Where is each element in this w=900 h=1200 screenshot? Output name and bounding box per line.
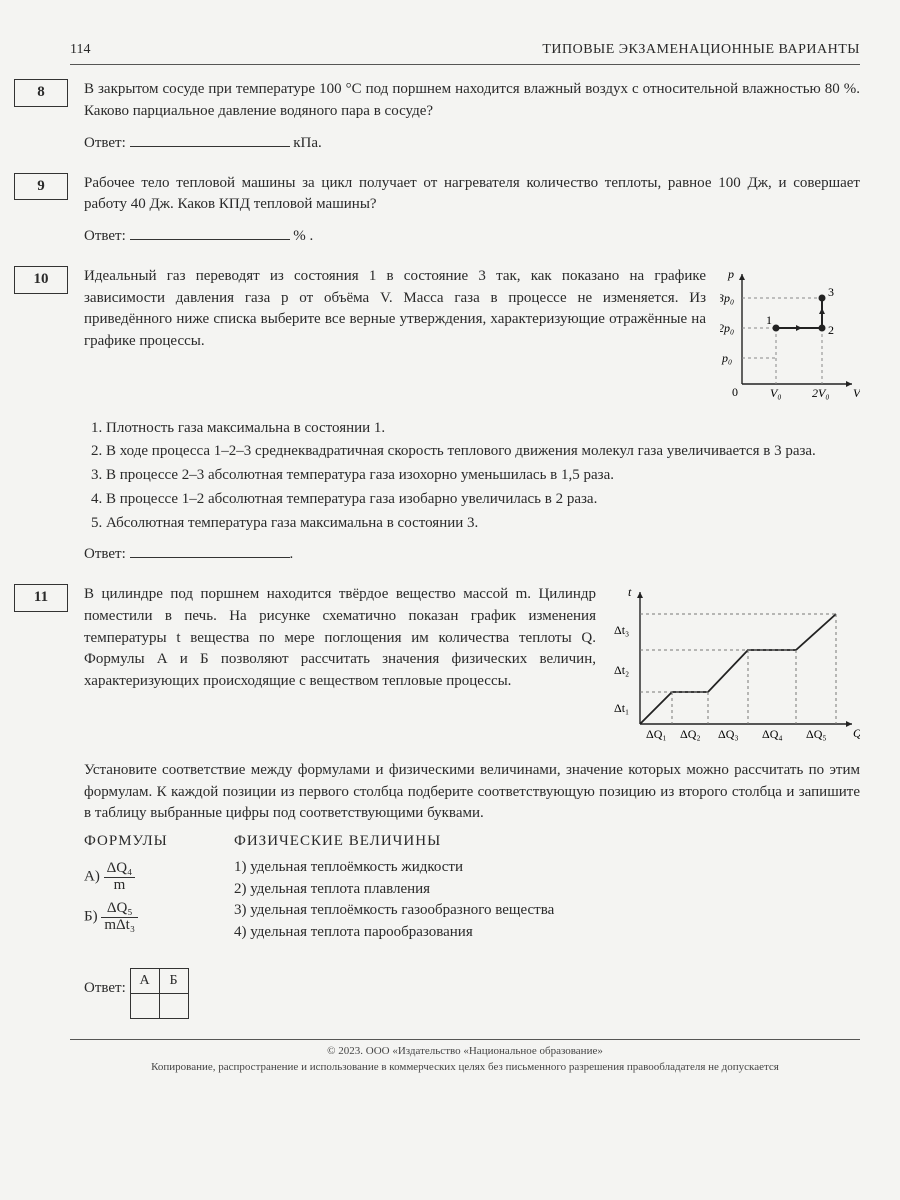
svg-text:V: V (853, 386, 860, 400)
problem-text: Рабочее тело тепловой машины за цикл пол… (84, 173, 860, 217)
problem-9: 9 Рабочее тело тепловой машины за цикл п… (70, 173, 860, 248)
answer-unit: кПа. (293, 135, 322, 151)
svg-text:2p₀: 2p₀ (720, 321, 734, 335)
svg-text:Δt₃: Δt₃ (614, 623, 629, 637)
option-4: В процессе 1–2 абсолютная температура га… (106, 489, 860, 511)
svg-text:p: p (727, 267, 734, 281)
answer-blank[interactable] (130, 224, 290, 240)
answer-line: Ответ: . (84, 542, 860, 566)
answer-line: Ответ: кПа. (84, 131, 860, 155)
answer-label: Ответ: (84, 135, 126, 151)
problem-intro: В цилиндре под поршнем находится твёрдое… (84, 584, 596, 752)
table-cell-a[interactable] (130, 993, 159, 1018)
svg-text:ΔQ₄: ΔQ₄ (762, 727, 783, 741)
problem-body: Идеальный газ переводят из состояния 1 в… (84, 266, 860, 566)
svg-text:V₀: V₀ (770, 386, 782, 400)
quantity-2: 2) удельная теплота плавления (234, 879, 860, 901)
option-5: Абсолютная температура газа максимальна … (106, 513, 860, 535)
problem-intro: Идеальный газ переводят из состояния 1 в… (84, 266, 706, 414)
formula-a-num: ΔQ₄ (104, 861, 136, 878)
problem-11: 11 В цилиндре под поршнем находится твёр… (70, 584, 860, 1019)
quantities-title: ФИЗИЧЕСКИЕ ВЕЛИЧИНЫ (234, 831, 860, 853)
option-1: Плотность газа максимальна в состоянии 1… (106, 418, 860, 440)
option-3: В процессе 2–3 абсолютная температура га… (106, 465, 860, 487)
problem-number: 9 (14, 173, 68, 201)
formula-b-den: mΔt₃ (101, 918, 138, 934)
svg-text:Δt₂: Δt₂ (614, 663, 629, 677)
page: 114 ТИПОВЫЕ ЭКЗАМЕНАЦИОННЫЕ ВАРИАНТЫ 8 В… (0, 0, 900, 1200)
footer-copyright: © 2023. ООО «Издательство «Национальное … (70, 1044, 860, 1060)
formula-b: Б) ΔQ₅ mΔt₃ (84, 901, 204, 934)
problem-10: 1 0 Идеальный газ переводят из состояния … (70, 266, 860, 566)
quantity-1: 1) удельная теплоёмкость жидкости (234, 857, 860, 879)
svg-text:2: 2 (828, 323, 834, 337)
answer-label: Ответ: (84, 546, 126, 562)
answer-unit: % . (293, 228, 313, 244)
svg-text:Δt₁: Δt₁ (614, 701, 629, 715)
table-header-b: Б (159, 968, 188, 993)
section-title: ТИПОВЫЕ ЭКЗАМЕНАЦИОННЫЕ ВАРИАНТЫ (542, 40, 860, 60)
problem-text: В закрытом сосуде при температуре 100 °C… (84, 79, 860, 123)
problem-body: В цилиндре под поршнем находится твёрдое… (84, 584, 860, 1019)
task-text: Установите соответствие между формулами … (84, 760, 860, 825)
page-number: 114 (70, 40, 90, 60)
footer-notice: Копирование, распространение и использов… (70, 1060, 860, 1076)
formula-a-label: А) (84, 868, 100, 884)
answer-table: А Б (130, 968, 189, 1019)
formula-a: А) ΔQ₄ m (84, 861, 204, 894)
problem-8: 8 В закрытом сосуде при температуре 100 … (70, 79, 860, 154)
page-footer: © 2023. ООО «Издательство «Национальное … (70, 1039, 860, 1076)
answer-line: Ответ: % . (84, 224, 860, 248)
quantities-column: ФИЗИЧЕСКИЕ ВЕЛИЧИНЫ 1) удельная теплоёмк… (234, 831, 860, 944)
problem-body: В закрытом сосуде при температуре 100 °C… (84, 79, 860, 154)
answer-blank[interactable] (130, 542, 290, 558)
pv-graph: V p 0 p₀ 2p₀ 3p₀ V₀ (720, 266, 860, 414)
svg-text:ΔQ₅: ΔQ₅ (806, 727, 827, 741)
formula-b-label: Б) (84, 909, 98, 925)
svg-text:t: t (628, 585, 632, 599)
options-list: Плотность газа максимальна в состоянии 1… (84, 418, 860, 535)
svg-text:3: 3 (828, 285, 834, 299)
formulas-column: ФОРМУЛЫ А) ΔQ₄ m Б) ΔQ₅ mΔt₃ (84, 831, 204, 944)
svg-text:Q: Q (853, 726, 860, 740)
problem-number: 11 (14, 584, 68, 612)
svg-text:1: 1 (766, 313, 772, 327)
answer-blank[interactable] (130, 131, 290, 147)
table-cell-b[interactable] (159, 993, 188, 1018)
svg-text:2V₀: 2V₀ (812, 386, 830, 400)
svg-text:ΔQ₂: ΔQ₂ (680, 727, 701, 741)
answer-row: Ответ: А Б (84, 958, 860, 1019)
quantity-3: 3) удельная теплоёмкость газообразного в… (234, 900, 860, 922)
formula-a-den: m (104, 878, 136, 894)
problem-body: Рабочее тело тепловой машины за цикл пол… (84, 173, 860, 248)
table-header-a: А (130, 968, 159, 993)
formula-b-num: ΔQ₅ (101, 901, 138, 918)
quantity-4: 4) удельная теплота парообразования (234, 922, 860, 944)
svg-text:p₀: p₀ (721, 351, 732, 365)
option-2: В ходе процесса 1–2–3 среднеквадратичная… (106, 441, 860, 463)
formulas-title: ФОРМУЛЫ (84, 831, 204, 853)
two-column: ФОРМУЛЫ А) ΔQ₄ m Б) ΔQ₅ mΔt₃ (84, 831, 860, 944)
answer-label: Ответ: (84, 228, 126, 244)
page-header: 114 ТИПОВЫЕ ЭКЗАМЕНАЦИОННЫЕ ВАРИАНТЫ (70, 40, 860, 65)
svg-text:3p₀: 3p₀ (720, 291, 734, 305)
problem-number: 10 (14, 266, 68, 294)
svg-text:ΔQ₁: ΔQ₁ (646, 727, 667, 741)
answer-label: Ответ: (84, 980, 126, 996)
problem-number: 8 (14, 79, 68, 107)
svg-text:0: 0 (732, 385, 738, 399)
tq-graph: Q t (610, 584, 860, 752)
svg-text:ΔQ₃: ΔQ₃ (718, 727, 739, 741)
